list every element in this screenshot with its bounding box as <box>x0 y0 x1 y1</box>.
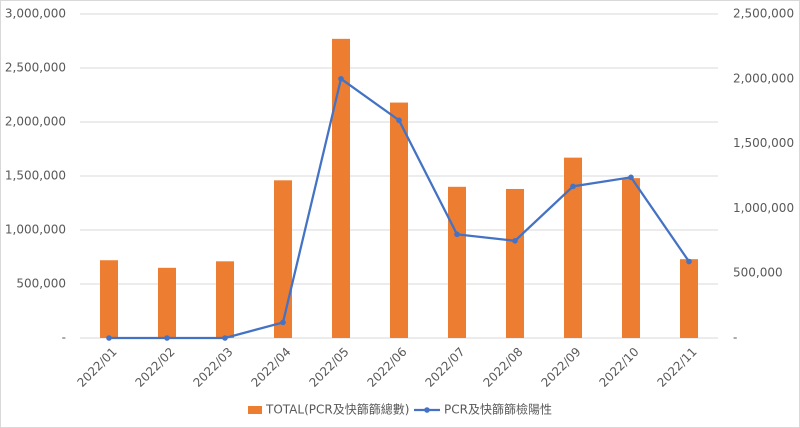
marker <box>222 335 228 341</box>
bar <box>680 259 698 338</box>
y-tick-label: 500,000 <box>16 277 66 291</box>
y2-tick-label: 500,000 <box>733 266 783 280</box>
marker <box>164 335 170 341</box>
y-tick-label: 1,000,000 <box>5 223 66 237</box>
x-tick-label: 2022/08 <box>480 345 525 390</box>
marker <box>280 319 286 326</box>
y-tick-label: 3,000,000 <box>5 7 66 21</box>
bar <box>100 260 118 338</box>
x-tick-label: 2022/06 <box>364 345 409 390</box>
y2-tick-label: 1,000,000 <box>733 201 794 215</box>
legend-label: PCR及快篩篩檢陽性 <box>444 402 552 417</box>
x-tick-label: 2022/03 <box>190 345 235 390</box>
x-tick-label: 2022/04 <box>248 345 293 390</box>
bar <box>158 267 176 338</box>
y-tick-label: 1,500,000 <box>5 169 66 183</box>
x-tick-label: 2022/01 <box>74 345 119 390</box>
x-tick-label: 2022/11 <box>654 345 699 390</box>
y2-tick-label: 2,500,000 <box>733 7 794 21</box>
bar <box>332 38 350 339</box>
marker <box>338 76 344 82</box>
bar <box>622 178 640 338</box>
marker <box>570 183 576 190</box>
marker <box>396 117 402 124</box>
legend-label: TOTAL(PCR及快篩篩總數) <box>265 402 409 417</box>
bar <box>274 180 292 338</box>
marker <box>512 238 518 244</box>
x-tick-label: 2022/02 <box>132 345 177 390</box>
x-tick-label: 2022/10 <box>596 345 641 390</box>
x-tick-label: 2022/05 <box>306 345 351 390</box>
marker <box>106 335 112 341</box>
bar <box>390 102 408 338</box>
bar <box>448 186 466 338</box>
y2-tick-label: 1,500,000 <box>733 136 794 150</box>
bar <box>216 261 234 338</box>
legend-swatch <box>424 407 430 413</box>
legend-swatch <box>248 406 262 414</box>
marker <box>686 258 692 265</box>
bar <box>564 157 582 338</box>
marker <box>628 174 634 181</box>
y-tick-label: - <box>62 331 66 345</box>
x-tick-label: 2022/07 <box>422 345 467 390</box>
x-tick-label: 2022/09 <box>538 345 583 390</box>
y2-tick-label: - <box>733 331 737 345</box>
y-tick-label: 2,000,000 <box>5 115 66 129</box>
y2-tick-label: 2,000,000 <box>733 71 794 85</box>
bar <box>506 188 524 338</box>
marker <box>454 231 460 238</box>
y-tick-label: 2,500,000 <box>5 61 66 75</box>
